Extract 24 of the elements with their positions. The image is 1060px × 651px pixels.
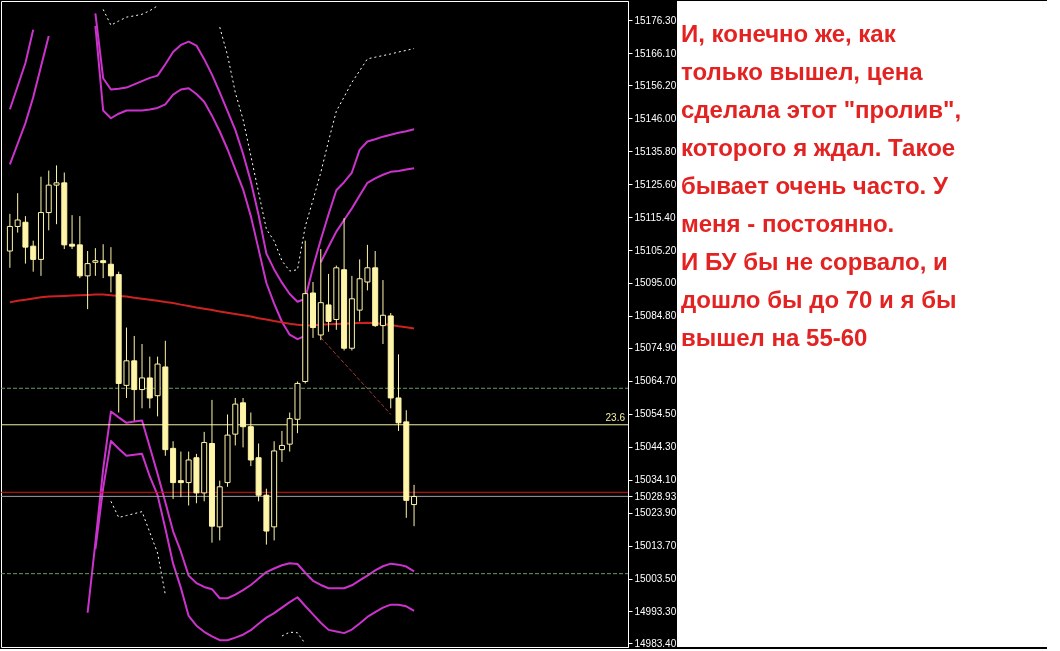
y-tick-label: 15084.80: [634, 310, 677, 322]
y-tick-label: 15013.70: [634, 540, 677, 552]
y-tick-label: 15166.10: [634, 47, 677, 59]
y-tick-label: 15074.90: [634, 342, 677, 354]
y-tick-label: 15095.00: [634, 277, 677, 289]
y-tick-label: 14983.40: [634, 637, 677, 649]
y-tick-label: 15034.10: [634, 474, 677, 486]
y-tick-label: 15003.50: [634, 573, 677, 585]
y-tick-label: 15044.30: [634, 441, 677, 453]
y-tick-label: 15064.70: [634, 375, 677, 387]
y-tick-label: 15105.20: [634, 244, 677, 256]
y-tick-label: 15135.80: [634, 145, 677, 157]
y-tick-label: 15115.40: [634, 211, 676, 223]
y-tick-label: 15156.20: [634, 79, 677, 91]
y-tick-label: 15146.00: [634, 112, 677, 124]
y-tick-label: 15125.60: [634, 178, 677, 190]
y-tick-label: 15054.50: [634, 408, 677, 420]
y-tick-label: 15028.93: [634, 490, 677, 502]
text: И БУ бы не сорвало, и дошло бы до 70 и я бы вышел на 55-60: [681, 248, 957, 351]
text: И, конечно же, как только вышел, цена сделала этот "пролив", которого я ждал. Такое бывает очень часто. У меня - постоянно.: [681, 20, 962, 237]
y-tick-label: 15176.30: [634, 14, 677, 26]
y-tick-label: 15023.90: [634, 507, 677, 519]
annotation: 23.6: [605, 411, 626, 423]
y-tick-label: 14993.30: [634, 605, 677, 617]
